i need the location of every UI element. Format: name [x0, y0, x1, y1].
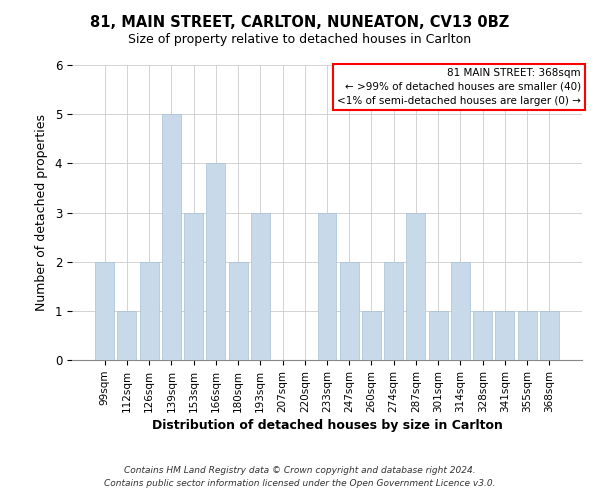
Bar [206, 164, 225, 360]
Text: Contains HM Land Registry data © Crown copyright and database right 2024.
Contai: Contains HM Land Registry data © Crown c… [104, 466, 496, 487]
Bar [118, 311, 136, 360]
Bar [340, 262, 359, 360]
Bar [184, 212, 203, 360]
Bar [384, 262, 403, 360]
Bar [95, 262, 114, 360]
Bar [496, 311, 514, 360]
Text: 81 MAIN STREET: 368sqm
← >99% of detached houses are smaller (40)
<1% of semi-de: 81 MAIN STREET: 368sqm ← >99% of detache… [337, 68, 581, 106]
Bar [251, 212, 270, 360]
X-axis label: Distribution of detached houses by size in Carlton: Distribution of detached houses by size … [152, 419, 502, 432]
Text: Size of property relative to detached houses in Carlton: Size of property relative to detached ho… [128, 32, 472, 46]
Bar [540, 311, 559, 360]
Bar [429, 311, 448, 360]
Bar [473, 311, 492, 360]
Bar [518, 311, 536, 360]
Bar [406, 212, 425, 360]
Y-axis label: Number of detached properties: Number of detached properties [35, 114, 48, 311]
Text: 81, MAIN STREET, CARLTON, NUNEATON, CV13 0BZ: 81, MAIN STREET, CARLTON, NUNEATON, CV13… [91, 15, 509, 30]
Bar [162, 114, 181, 360]
Bar [317, 212, 337, 360]
Bar [140, 262, 158, 360]
Bar [362, 311, 381, 360]
Bar [451, 262, 470, 360]
Bar [229, 262, 248, 360]
